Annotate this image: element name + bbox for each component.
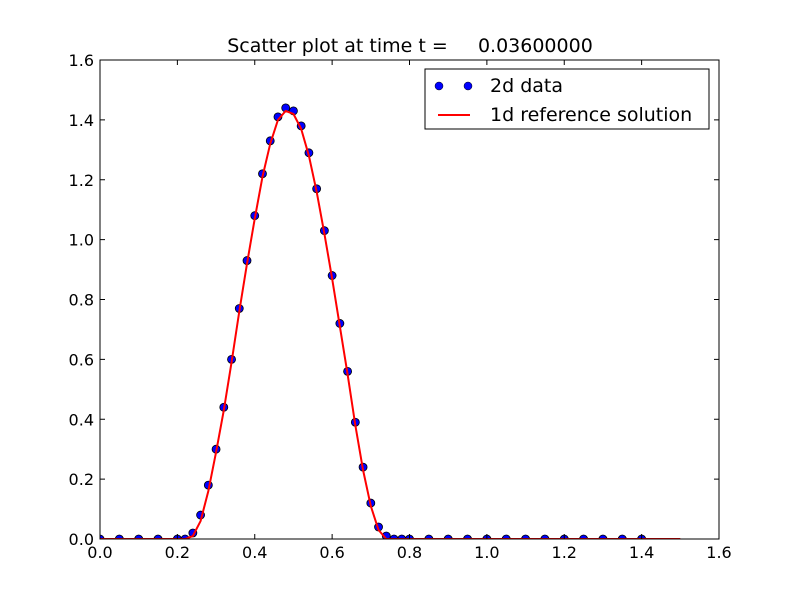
- x-tick-label: 0.8: [397, 543, 422, 562]
- y-tick-label: 0.0: [69, 530, 94, 549]
- y-tick-label: 0.8: [69, 291, 94, 310]
- x-tick-label: 1.4: [629, 543, 654, 562]
- chart-title: Scatter plot at time t = 0.03600000: [227, 35, 593, 57]
- y-tick-label: 1.0: [69, 231, 94, 250]
- x-tick-label: 1.2: [552, 543, 577, 562]
- x-tick-label: 0.6: [319, 543, 344, 562]
- legend-marker-2d-data-2: [463, 81, 473, 91]
- data-layer: [100, 103, 681, 539]
- legend-marker-2d-data-1: [434, 81, 444, 91]
- y-tick-label: 1.4: [69, 111, 94, 130]
- x-tick-label: 0.2: [165, 543, 190, 562]
- x-tick-label: 0.0: [87, 543, 112, 562]
- x-tick-label: 1.6: [706, 543, 731, 562]
- y-tick-label: 0.2: [69, 470, 94, 489]
- series-line-1d-reference: [100, 109, 681, 539]
- plot-area: 0.0 0.2 0.4 0.6 0.8 1.0 1.2 1.4 1.6 0.0 0.2 0.4 0.6 0…: [69, 51, 732, 562]
- legend: 2d data 1d reference solution: [424, 68, 710, 130]
- x-tick-label: 1.0: [474, 543, 499, 562]
- legend-box: [424, 68, 710, 130]
- x-tick-label: 0.4: [242, 543, 267, 562]
- legend-label-2d-data: 2d data: [490, 75, 563, 97]
- y-tick-label: 0.6: [69, 350, 94, 369]
- legend-label-1d-reference: 1d reference solution: [490, 104, 692, 126]
- y-tick-label: 1.2: [69, 171, 94, 190]
- y-tick-label: 1.6: [69, 51, 94, 70]
- y-tick-label: 0.4: [69, 410, 94, 429]
